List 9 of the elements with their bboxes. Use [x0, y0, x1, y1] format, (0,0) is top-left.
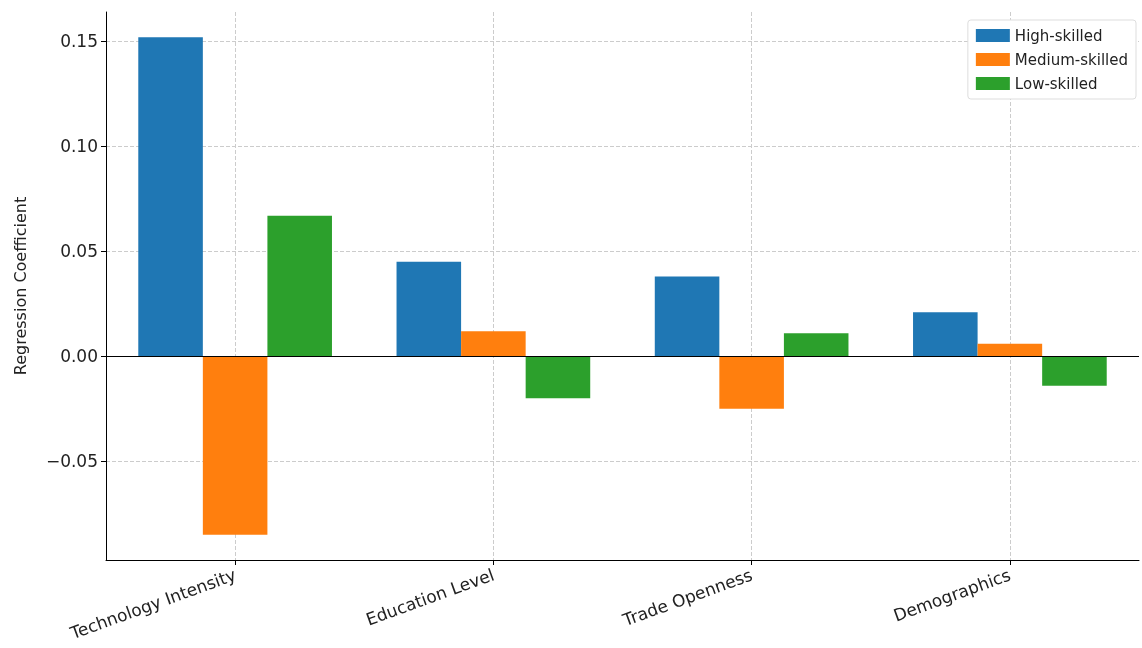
- y-axis-title: Regression Coefficient: [10, 196, 30, 376]
- legend-label: Low-skilled: [1014, 74, 1098, 93]
- legend-label: High-skilled: [1014, 26, 1103, 45]
- y-tick-label: 0.00: [60, 346, 98, 367]
- y-tick-label: 0.10: [60, 136, 98, 157]
- y-tick-label: −0.05: [45, 451, 98, 472]
- y-tick-label: 0.05: [60, 241, 98, 262]
- y-tick-label: 0.15: [60, 31, 98, 52]
- legend-label: Medium-skilled: [1014, 50, 1129, 69]
